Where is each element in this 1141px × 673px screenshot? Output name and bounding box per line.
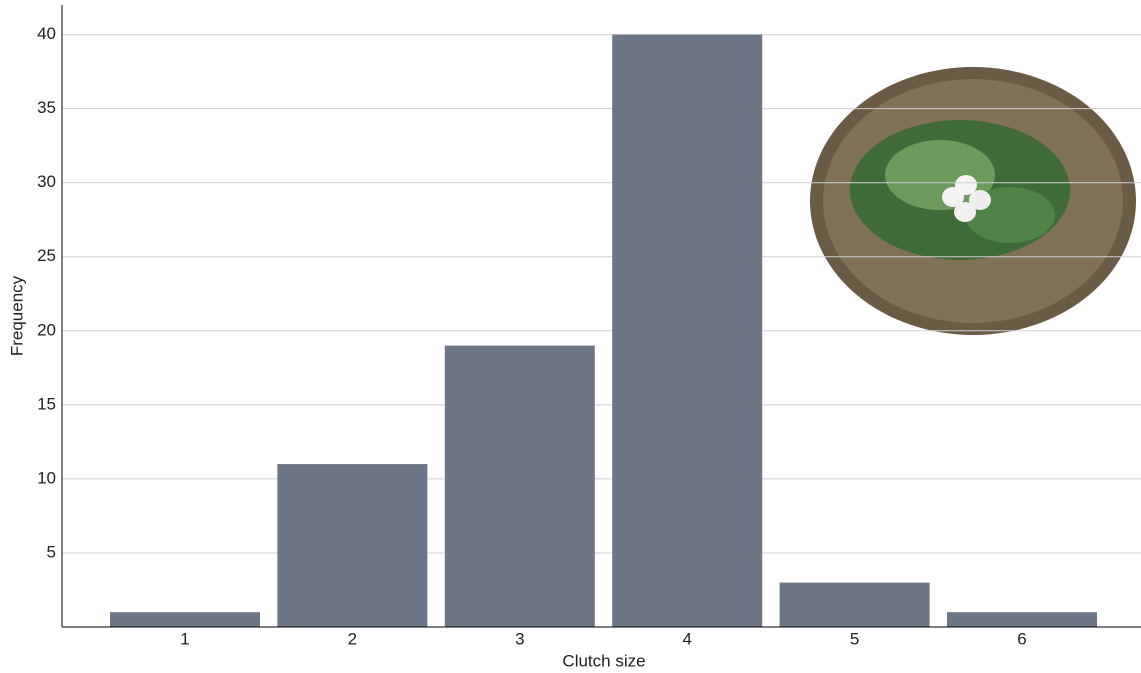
x-tick-label: 6 bbox=[1017, 629, 1026, 648]
x-tick-label: 3 bbox=[515, 629, 524, 648]
x-tick-label: 4 bbox=[682, 629, 691, 648]
y-tick-label: 10 bbox=[37, 468, 56, 487]
y-tick-label: 30 bbox=[37, 172, 56, 191]
bar bbox=[612, 35, 762, 627]
y-tick-label: 20 bbox=[37, 320, 56, 339]
y-tick-label: 40 bbox=[37, 24, 56, 43]
x-axis-label: Clutch size bbox=[562, 651, 645, 670]
x-tick-label: 2 bbox=[348, 629, 357, 648]
x-tick-label: 1 bbox=[180, 629, 189, 648]
nest-photo bbox=[810, 67, 1136, 335]
bar bbox=[947, 612, 1097, 627]
bar bbox=[110, 612, 260, 627]
chart: Clutch size Frequency 510152025303540123… bbox=[0, 0, 1141, 673]
y-tick-label: 15 bbox=[37, 394, 56, 413]
y-tick-label: 25 bbox=[37, 246, 56, 265]
bar bbox=[277, 464, 427, 627]
bar bbox=[445, 346, 595, 627]
x-tick-label: 5 bbox=[850, 629, 859, 648]
y-tick-label: 35 bbox=[37, 98, 56, 117]
bar bbox=[780, 583, 930, 627]
y-tick-label: 5 bbox=[47, 542, 56, 561]
y-axis-label: Frequency bbox=[7, 275, 26, 356]
